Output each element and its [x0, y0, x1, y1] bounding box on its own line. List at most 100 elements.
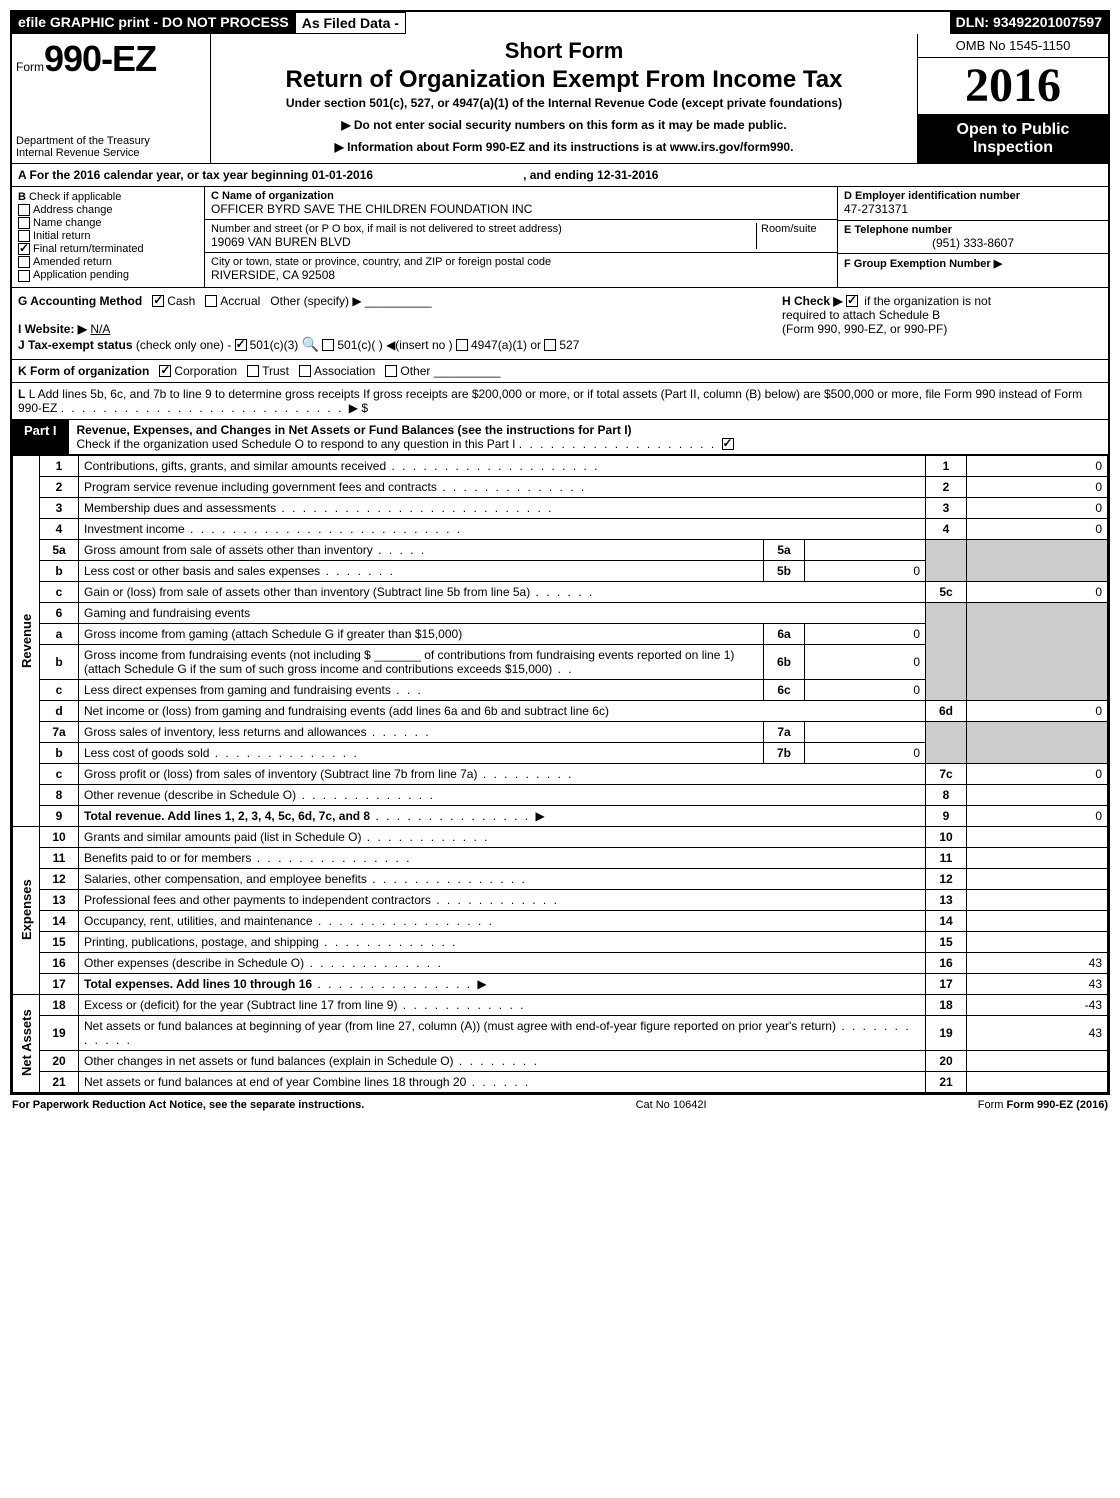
c-name: C Name of organization OFFICER BYRD SAVE…	[205, 187, 837, 220]
omb-number: OMB No 1545-1150	[918, 34, 1108, 58]
checkbox-icon[interactable]	[385, 365, 397, 377]
l4-desc: Investment income	[84, 522, 185, 536]
l11-num: 11	[40, 847, 79, 868]
l2-ref: 2	[926, 476, 967, 497]
l17-num: 17	[40, 973, 79, 994]
h-text2: required to attach Schedule B	[782, 308, 940, 322]
l10-ref: 10	[926, 826, 967, 847]
b-checkif: Check if applicable	[29, 191, 121, 203]
footer: For Paperwork Reduction Act Notice, see …	[10, 1095, 1110, 1115]
l4-num: 4	[40, 518, 79, 539]
l9-ref: 9	[926, 805, 967, 826]
footer-right-text: Form 990-EZ (2016)	[1007, 1099, 1108, 1111]
line-1: Revenue 1 Contributions, gifts, grants, …	[13, 455, 1108, 476]
chk-initial[interactable]: Initial return	[18, 230, 198, 242]
l18-ref: 18	[926, 994, 967, 1015]
line-5a: 5a Gross amount from sale of assets othe…	[13, 539, 1108, 560]
c-street: Number and street (or P O box, if mail i…	[205, 220, 837, 253]
e-label: E Telephone number	[844, 224, 1102, 236]
l14-desc: Occupancy, rent, utilities, and maintena…	[84, 914, 313, 928]
d-ein: D Employer identification number 47-2731…	[838, 187, 1108, 221]
l18-num: 18	[40, 994, 79, 1015]
l6c-subval: 0	[805, 679, 926, 700]
checkbox-icon[interactable]	[299, 365, 311, 377]
checkbox-checked-icon	[18, 243, 30, 255]
line-15: 15 Printing, publications, postage, and …	[13, 931, 1108, 952]
chk-amended[interactable]: Amended return	[18, 256, 198, 268]
checkbox-icon	[18, 204, 30, 216]
section-b: B Check if applicable Address change Nam…	[12, 187, 205, 287]
inst1: ▶ Do not enter social security numbers o…	[221, 118, 907, 132]
chk-name[interactable]: Name change	[18, 217, 198, 229]
l6b-sub: 6b	[764, 644, 805, 679]
g-cash: Cash	[167, 294, 195, 308]
l5c-amt: 0	[967, 581, 1108, 602]
chk-address[interactable]: Address change	[18, 204, 198, 216]
street: 19069 VAN BUREN BLVD	[211, 235, 756, 249]
l19-desc: Net assets or fund balances at beginning…	[84, 1019, 836, 1033]
h-text1: if the organization is not	[864, 294, 991, 308]
checkbox-icon[interactable]	[456, 339, 468, 351]
j-4947: 4947(a)(1) or	[471, 338, 541, 352]
l2-desc: Program service revenue including govern…	[84, 480, 437, 494]
checkbox-checked-icon[interactable]	[722, 438, 734, 450]
checkbox-icon[interactable]	[544, 339, 556, 351]
i-value: N/A	[90, 322, 110, 336]
l5b-subval: 0	[805, 560, 926, 581]
checkbox-checked-icon[interactable]	[159, 365, 171, 377]
l16-desc: Other expenses (describe in Schedule O)	[84, 956, 304, 970]
l19-amt: 43	[967, 1015, 1108, 1050]
line-19: 19 Net assets or fund balances at beginn…	[13, 1015, 1108, 1050]
line-13: 13 Professional fees and other payments …	[13, 889, 1108, 910]
chk-pending[interactable]: Application pending	[18, 269, 198, 281]
l14-num: 14	[40, 910, 79, 931]
checkbox-checked-icon[interactable]	[846, 295, 858, 307]
form-number: Form990-EZ	[16, 38, 206, 80]
l6a-desc: Gross income from gaming (attach Schedul…	[84, 627, 462, 641]
short-form-label: Short Form	[221, 38, 907, 64]
line-7c: c Gross profit or (loss) from sales of i…	[13, 763, 1108, 784]
section-a-ending: , and ending 12-31-2016	[523, 168, 658, 182]
l6d-ref: 6d	[926, 700, 967, 721]
line-20: 20 Other changes in net assets or fund b…	[13, 1050, 1108, 1071]
part1-table: Revenue 1 Contributions, gifts, grants, …	[12, 455, 1108, 1093]
k-corp: Corporation	[174, 364, 237, 378]
line-4: 4 Investment income . . . . . . . . . . …	[13, 518, 1108, 539]
l7c-num: c	[40, 763, 79, 784]
checkbox-icon[interactable]	[322, 339, 334, 351]
c-city: City or town, state or province, country…	[205, 253, 837, 285]
l20-ref: 20	[926, 1050, 967, 1071]
l5b-sub: 5b	[764, 560, 805, 581]
checkbox-checked-icon[interactable]	[235, 339, 247, 351]
subtitle: Under section 501(c), 527, or 4947(a)(1)…	[221, 96, 907, 110]
section-def: D Employer identification number 47-2731…	[837, 187, 1108, 287]
section-g: G Accounting Method Cash Accrual Other (…	[12, 288, 776, 359]
l12-ref: 12	[926, 868, 967, 889]
dept-line1: Department of the Treasury	[16, 135, 206, 147]
l15-ref: 15	[926, 931, 967, 952]
line-14: 14 Occupancy, rent, utilities, and maint…	[13, 910, 1108, 931]
chk-final[interactable]: Final return/terminated	[18, 243, 198, 255]
l1-num: 1	[40, 455, 79, 476]
department: Department of the Treasury Internal Reve…	[16, 135, 206, 159]
l3-desc: Membership dues and assessments	[84, 501, 276, 515]
l6a-sub: 6a	[764, 623, 805, 644]
chk-initial-label: Initial return	[33, 230, 90, 242]
l11-desc: Benefits paid to or for members	[84, 851, 251, 865]
section-k: K Form of organization Corporation Trust…	[12, 360, 1108, 383]
checkbox-checked-icon[interactable]	[152, 295, 164, 307]
line-10: Expenses 10 Grants and similar amounts p…	[13, 826, 1108, 847]
checkbox-icon	[18, 256, 30, 268]
l6c-desc: Less direct expenses from gaming and fun…	[84, 683, 391, 697]
header-center: Short Form Return of Organization Exempt…	[211, 34, 917, 163]
checkbox-icon[interactable]	[205, 295, 217, 307]
l8-ref: 8	[926, 784, 967, 805]
dept-line2: Internal Revenue Service	[16, 147, 206, 159]
checkbox-icon[interactable]	[247, 365, 259, 377]
l7a-num: 7a	[40, 721, 79, 742]
footer-right: Form Form 990-EZ (2016)	[978, 1099, 1108, 1111]
l4-ref: 4	[926, 518, 967, 539]
footer-center: Cat No 10642I	[636, 1099, 707, 1111]
l3-amt: 0	[967, 497, 1108, 518]
l7b-desc: Less cost of goods sold	[84, 746, 209, 760]
